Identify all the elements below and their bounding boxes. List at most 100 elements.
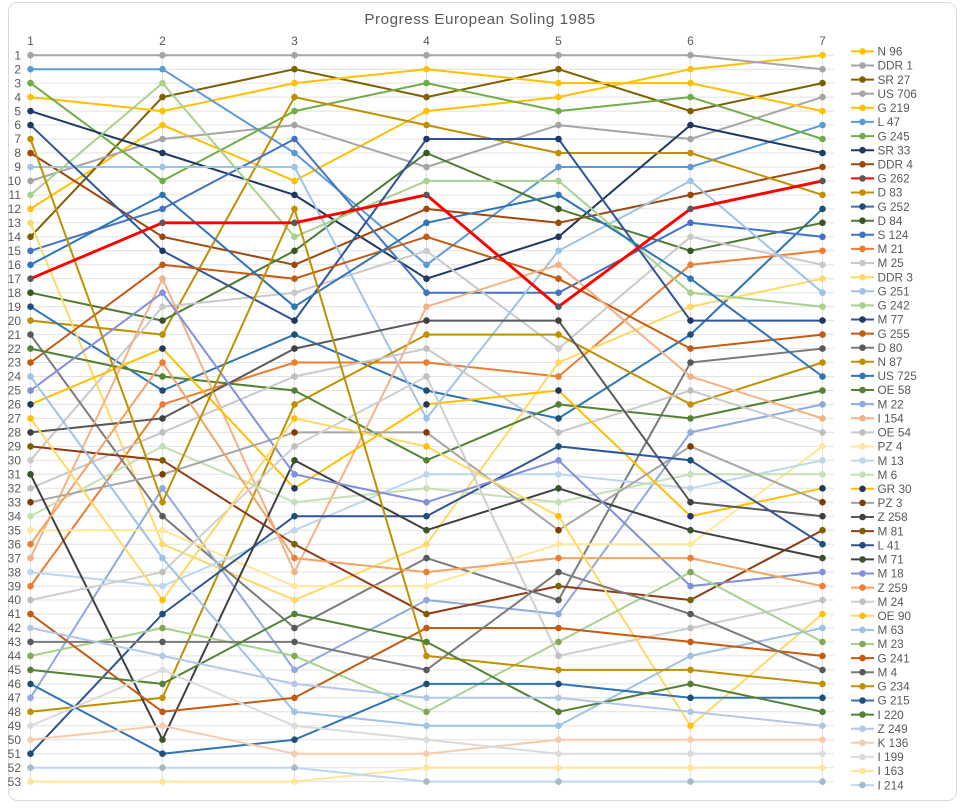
svg-text:31: 31 xyxy=(8,468,22,482)
svg-text:49: 49 xyxy=(8,719,22,733)
svg-text:53: 53 xyxy=(8,775,22,789)
svg-text:47: 47 xyxy=(8,691,22,705)
svg-text:US 725: US 725 xyxy=(878,369,918,383)
svg-text:M 63: M 63 xyxy=(878,623,905,637)
svg-text:Z 259: Z 259 xyxy=(878,581,908,595)
svg-text:M 81: M 81 xyxy=(878,524,904,538)
svg-text:G 241: G 241 xyxy=(878,651,910,665)
svg-text:40: 40 xyxy=(8,593,22,607)
svg-text:50: 50 xyxy=(8,733,22,747)
svg-text:42: 42 xyxy=(8,621,22,635)
svg-text:52: 52 xyxy=(8,761,22,775)
svg-text:N 87: N 87 xyxy=(878,355,903,369)
svg-text:5: 5 xyxy=(555,34,562,48)
svg-text:1: 1 xyxy=(27,34,34,48)
svg-text:45: 45 xyxy=(8,663,22,677)
svg-text:I 154: I 154 xyxy=(878,412,905,426)
svg-text:9: 9 xyxy=(14,160,21,174)
svg-text:2: 2 xyxy=(14,62,21,76)
svg-text:G 219: G 219 xyxy=(878,101,910,115)
svg-text:6: 6 xyxy=(14,118,21,132)
svg-text:12: 12 xyxy=(8,202,22,216)
svg-text:20: 20 xyxy=(8,314,22,328)
svg-text:G 215: G 215 xyxy=(878,694,911,708)
svg-text:M 22: M 22 xyxy=(878,397,904,411)
svg-text:M 13: M 13 xyxy=(878,454,905,468)
svg-text:2: 2 xyxy=(159,34,166,48)
svg-text:G 234: G 234 xyxy=(878,680,911,694)
svg-text:D 84: D 84 xyxy=(878,214,903,228)
svg-text:I 214: I 214 xyxy=(878,778,905,792)
svg-text:35: 35 xyxy=(8,523,22,537)
svg-text:G 255: G 255 xyxy=(878,327,911,341)
svg-text:32: 32 xyxy=(8,482,22,496)
svg-text:S 124: S 124 xyxy=(878,228,909,242)
svg-text:25: 25 xyxy=(8,384,22,398)
svg-text:23: 23 xyxy=(8,356,22,370)
svg-text:3: 3 xyxy=(291,34,298,48)
svg-text:29: 29 xyxy=(8,440,22,454)
svg-text:G 245: G 245 xyxy=(878,129,911,143)
svg-text:G 242: G 242 xyxy=(878,299,910,313)
svg-text:37: 37 xyxy=(8,551,22,565)
svg-text:I 220: I 220 xyxy=(878,708,905,722)
svg-text:27: 27 xyxy=(8,412,22,426)
svg-text:16: 16 xyxy=(8,258,22,272)
svg-text:5: 5 xyxy=(14,104,21,118)
svg-text:39: 39 xyxy=(8,579,22,593)
svg-text:PZ 4: PZ 4 xyxy=(878,440,903,454)
svg-text:22: 22 xyxy=(8,342,22,356)
svg-text:OE 90: OE 90 xyxy=(878,609,912,623)
svg-text:DDR 3: DDR 3 xyxy=(878,270,914,284)
svg-text:M 4: M 4 xyxy=(878,665,898,679)
svg-text:13: 13 xyxy=(8,216,22,230)
svg-text:38: 38 xyxy=(8,565,22,579)
svg-text:34: 34 xyxy=(8,509,22,523)
svg-text:24: 24 xyxy=(8,370,22,384)
svg-text:OE 58: OE 58 xyxy=(878,383,912,397)
svg-text:M 24: M 24 xyxy=(878,595,905,609)
svg-text:PZ 3: PZ 3 xyxy=(878,496,903,510)
svg-text:SR 27: SR 27 xyxy=(878,73,911,87)
svg-text:DDR 4: DDR 4 xyxy=(878,158,914,172)
svg-text:15: 15 xyxy=(8,244,22,258)
svg-text:28: 28 xyxy=(8,426,22,440)
svg-text:17: 17 xyxy=(8,272,22,286)
svg-text:43: 43 xyxy=(8,635,22,649)
svg-text:I 199: I 199 xyxy=(878,750,904,764)
svg-text:4: 4 xyxy=(423,34,430,48)
svg-text:26: 26 xyxy=(8,398,22,412)
svg-text:36: 36 xyxy=(8,537,22,551)
svg-text:18: 18 xyxy=(8,286,22,300)
svg-text:10: 10 xyxy=(8,174,22,188)
svg-text:1: 1 xyxy=(14,48,21,62)
svg-text:46: 46 xyxy=(8,677,22,691)
svg-text:14: 14 xyxy=(8,230,22,244)
svg-text:48: 48 xyxy=(8,705,22,719)
svg-text:US 706: US 706 xyxy=(878,87,918,101)
svg-text:L 41: L 41 xyxy=(878,539,901,553)
svg-text:M 77: M 77 xyxy=(878,313,904,327)
svg-text:G 251: G 251 xyxy=(878,285,910,299)
svg-text:51: 51 xyxy=(8,747,22,761)
svg-text:Progress European Soling 1985: Progress European Soling 1985 xyxy=(364,11,595,28)
svg-text:OE 54: OE 54 xyxy=(878,426,912,440)
svg-text:N 96: N 96 xyxy=(878,45,903,59)
svg-text:11: 11 xyxy=(9,188,22,202)
svg-text:D 83: D 83 xyxy=(878,186,903,200)
svg-text:M 6: M 6 xyxy=(878,468,898,482)
svg-text:4: 4 xyxy=(14,90,21,104)
svg-text:M 21: M 21 xyxy=(878,242,904,256)
svg-text:Z 249: Z 249 xyxy=(878,722,908,736)
svg-text:SR 33: SR 33 xyxy=(878,143,911,157)
svg-text:7: 7 xyxy=(819,34,826,48)
svg-text:M 71: M 71 xyxy=(878,553,904,567)
svg-text:3: 3 xyxy=(14,76,21,90)
svg-text:41: 41 xyxy=(8,607,22,621)
svg-text:M 25: M 25 xyxy=(878,256,905,270)
svg-text:19: 19 xyxy=(8,300,22,314)
svg-text:D 80: D 80 xyxy=(878,341,903,355)
svg-text:GR 30: GR 30 xyxy=(878,482,913,496)
svg-text:30: 30 xyxy=(8,454,22,468)
svg-text:21: 21 xyxy=(8,328,22,342)
